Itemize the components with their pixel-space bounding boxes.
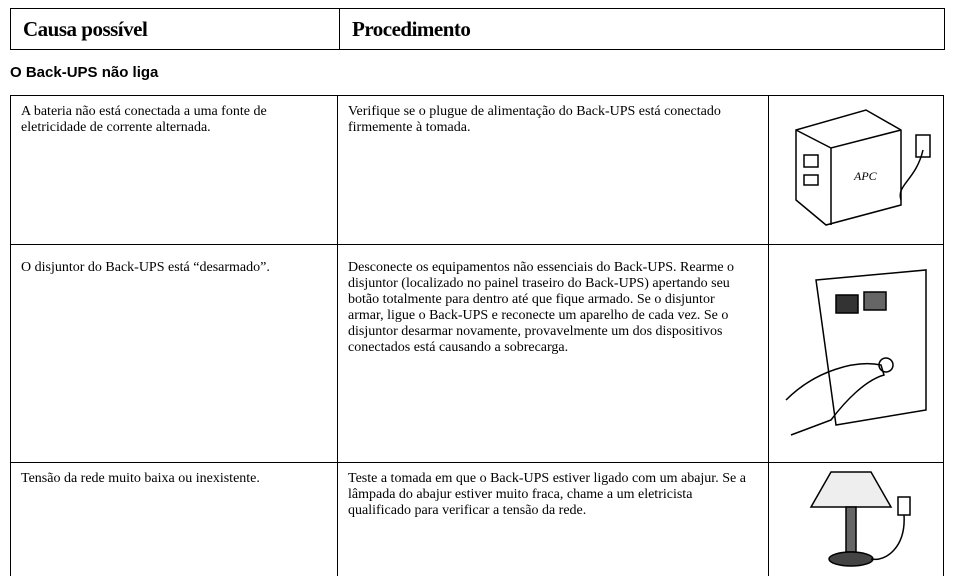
header-cell: Procedimento [352,17,471,41]
procedure: Verifique se o plugue de alimentação do … [337,95,769,245]
table-header: Causa possível Procedimento [10,8,945,50]
table: A bateria não está conectada a uma fonte… [10,95,944,576]
illustration-cell [768,244,944,463]
lamp-illustration [809,471,911,567]
procedure: Desconecte os equipamentos não essenciai… [337,244,769,463]
ups-illustration: APC [795,109,931,226]
procedure: Teste a tomada em que o Back-UPS estiver… [337,462,769,576]
section-title: O Back-UPS não liga [10,64,159,81]
illustration-cell [768,462,944,576]
cause: Tensão da rede muito baixa ou inexistent… [10,462,338,576]
cause: O disjuntor do Back-UPS está “desarmado”… [10,244,338,463]
illustration-cell: APC [768,95,944,245]
row: Tensão da rede muito baixa ou inexistent… [10,462,944,576]
breaker-illustration [785,269,927,436]
row: O disjuntor do Back-UPS está “desarmado”… [10,244,944,463]
svg-text:APC: APC [853,169,878,183]
header-cell: Causa possível [11,9,340,49]
row: A bateria não está conectada a uma fonte… [10,95,944,245]
cause: A bateria não está conectada a uma fonte… [10,95,338,245]
